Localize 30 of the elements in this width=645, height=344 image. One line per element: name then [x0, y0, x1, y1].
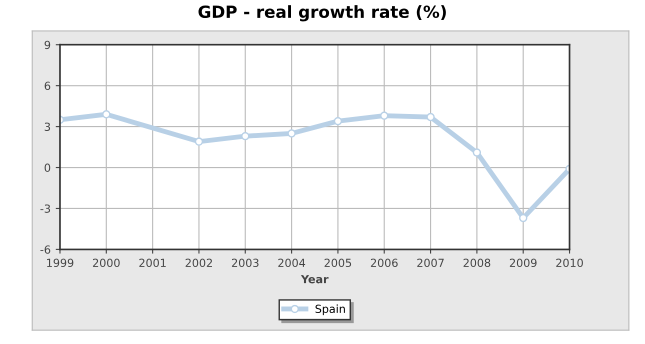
- point: [380, 112, 388, 120]
- y-tick-label: -3: [40, 204, 50, 213]
- y-tick-label: 9: [44, 40, 50, 50]
- x-tick-label: 1999: [47, 258, 74, 268]
- point: [472, 148, 482, 157]
- x-tick-label: 2003: [232, 258, 259, 268]
- x-axis-title: Year: [300, 275, 328, 284]
- point: [426, 112, 435, 122]
- x-tick-label: 2010: [556, 258, 583, 268]
- point: [334, 116, 342, 126]
- y-tick-label: 6: [44, 82, 50, 90]
- x-tick-label: 2002: [186, 258, 212, 268]
- point: [194, 137, 204, 146]
- y-tick-label: 0: [44, 164, 50, 172]
- point: [519, 214, 528, 222]
- point: [287, 129, 296, 138]
- point: [241, 132, 250, 140]
- x-tick-label: 2006: [370, 258, 398, 268]
- x-tick-label: 2004: [278, 258, 306, 268]
- x-tick-label: 2005: [324, 258, 352, 268]
- chart-title: GDP - real growth rate (%): [198, 5, 446, 22]
- x-tick-label: 2009: [510, 258, 537, 268]
- x-tick-label: 2007: [417, 258, 444, 268]
- y-tick-label: -6: [40, 245, 50, 254]
- x-tick-label: 2008: [464, 258, 490, 268]
- x-tick-label: 2000: [92, 258, 120, 268]
- legend-label: Spain: [316, 304, 345, 316]
- y-tick-label: 3: [44, 122, 50, 131]
- point: [102, 110, 110, 118]
- x-tick-label: 2001: [139, 258, 166, 268]
